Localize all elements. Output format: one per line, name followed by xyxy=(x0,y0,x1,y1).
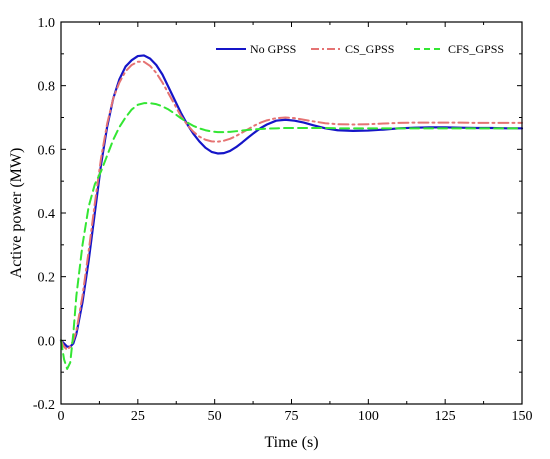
legend-label-1: CS_GPSS xyxy=(345,42,394,56)
y-tick-label: 0.0 xyxy=(38,334,56,349)
series-line-2 xyxy=(60,102,523,370)
legend-label-0: No GPSS xyxy=(250,42,296,56)
x-tick-label: 50 xyxy=(208,409,222,424)
y-tick-label: 0.6 xyxy=(38,143,56,158)
x-tick-label: 125 xyxy=(435,409,456,424)
legend-label-2: CFS_GPSS xyxy=(448,42,504,56)
x-tick-label: 75 xyxy=(285,409,299,424)
x-tick-label: 100 xyxy=(358,409,379,424)
y-tick-label: 0.2 xyxy=(38,271,56,286)
legend: No GPSS CS_GPSS CFS_GPSS xyxy=(216,42,504,56)
y-tick-label: -0.2 xyxy=(33,398,55,413)
plot-area-frame xyxy=(60,21,523,405)
series-line-1 xyxy=(60,60,523,351)
y-tick-label: 0.8 xyxy=(38,80,56,95)
x-tick-label: 0 xyxy=(58,409,65,424)
y-tick-label: 1.0 xyxy=(38,16,56,31)
x-tick-label: 150 xyxy=(512,409,533,424)
axis-ticks: 0 25 50 75 100 125 150 -0.2 0.0 0.2 0.4 0.6 0.8 1.0 xyxy=(33,16,533,424)
series-line-0 xyxy=(59,54,524,348)
series-layer xyxy=(59,54,524,370)
y-tick-label: 0.4 xyxy=(38,207,56,222)
x-axis-title: Time (s) xyxy=(264,434,318,451)
y-axis-title: Active power (MW) xyxy=(8,148,25,279)
x-tick-label: 25 xyxy=(131,409,145,424)
